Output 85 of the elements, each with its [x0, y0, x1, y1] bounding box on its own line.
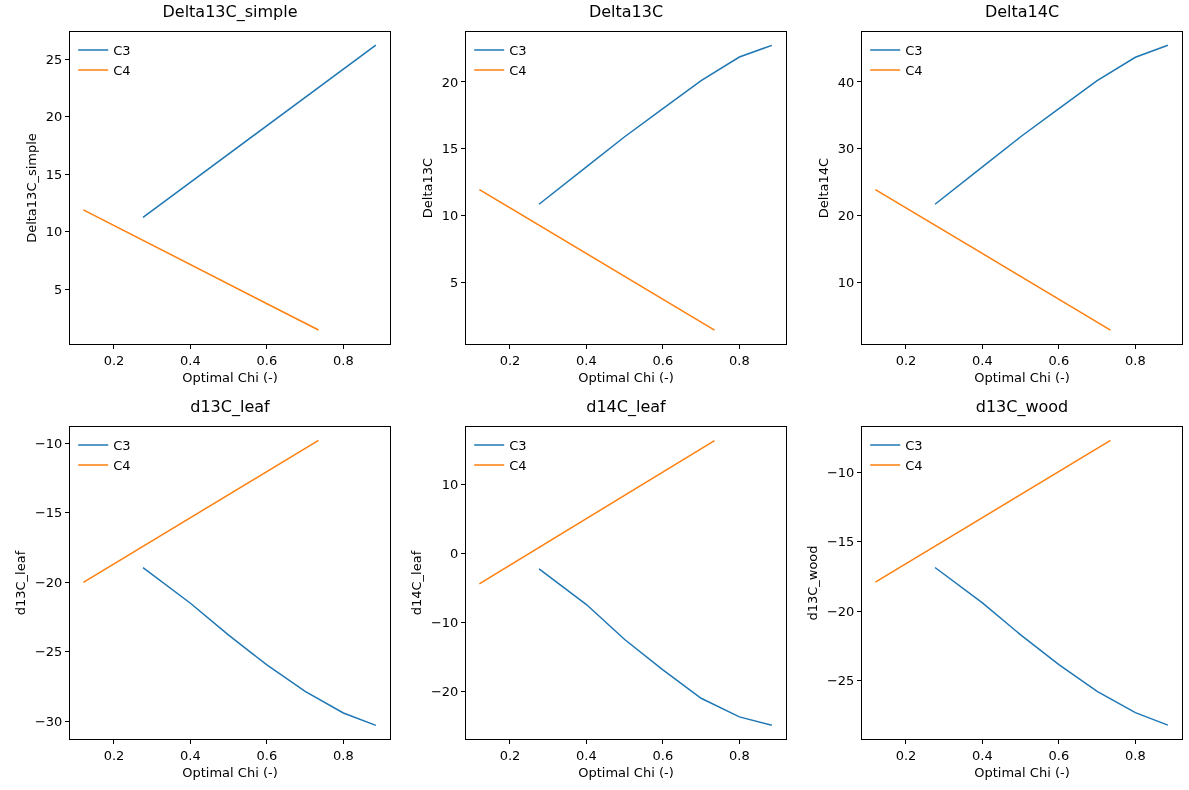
y-tick-label: 10 — [837, 274, 855, 290]
y-axis-title: d13C_leaf — [12, 550, 28, 616]
x-tick-label: 0.4 — [576, 352, 597, 368]
chart-title: Delta14C — [984, 2, 1060, 22]
y-tick-label: −10 — [430, 614, 459, 630]
y-tick-label: 40 — [837, 74, 855, 90]
x-tick-label: 0.4 — [972, 352, 993, 368]
x-tick-label: 0.4 — [972, 747, 993, 763]
y-axis-title: d14C_leaf — [408, 550, 424, 616]
y-axis-title: Delta13C — [419, 157, 435, 219]
y-tick-label: 20 — [837, 208, 855, 224]
chart-title: d14C_leaf — [586, 397, 667, 418]
x-tick-label: 0.8 — [333, 352, 354, 368]
legend-label: C3 — [509, 438, 527, 454]
x-tick-label: 0.2 — [103, 352, 125, 368]
x-tick-label: 0.6 — [652, 352, 674, 368]
x-tick-label: 0.8 — [1125, 352, 1146, 368]
y-tick-label: −20 — [826, 603, 855, 619]
x-tick-label: 0.4 — [180, 747, 201, 763]
x-tick-label: 0.2 — [103, 747, 125, 763]
legend-label: C3 — [509, 43, 527, 59]
y-axis-title: Delta13C_simple — [23, 133, 39, 243]
y-tick-label: 10 — [441, 476, 459, 492]
y-tick-label: −25 — [34, 644, 63, 660]
line-series — [538, 44, 773, 205]
legend-label: C4 — [905, 63, 923, 79]
legend-label: C3 — [113, 43, 131, 59]
x-tick-label: 0.8 — [1125, 747, 1146, 763]
legend-label: C4 — [509, 63, 527, 79]
x-axis-title: Optimal Chi (-) — [182, 765, 278, 781]
y-tick-label: −20 — [34, 574, 63, 590]
legend-label: C4 — [113, 458, 131, 474]
y-tick-label: 20 — [441, 74, 459, 90]
y-tick-label: 5 — [54, 281, 63, 297]
x-axis-title: Optimal Chi (-) — [578, 765, 674, 781]
y-tick-label: 15 — [45, 166, 63, 182]
x-tick-label: 0.2 — [499, 352, 521, 368]
y-tick-label: 5 — [450, 274, 459, 290]
x-tick-label: 0.2 — [895, 747, 917, 763]
y-axis-title: d13C_wood — [804, 545, 820, 621]
x-tick-label: 0.6 — [652, 747, 674, 763]
x-tick-label: 0.2 — [499, 747, 521, 763]
y-tick-label: −10 — [34, 435, 63, 451]
x-tick-label: 0.8 — [729, 352, 750, 368]
x-tick-label: 0.4 — [180, 352, 201, 368]
y-tick-label: −30 — [34, 713, 63, 729]
x-axis-title: Optimal Chi (-) — [974, 765, 1070, 781]
x-tick-label: 0.6 — [256, 747, 278, 763]
x-tick-label: 0.6 — [256, 352, 278, 368]
chart-title: d13C_leaf — [190, 397, 271, 418]
y-tick-label: 0 — [450, 545, 459, 561]
line-series — [142, 566, 377, 727]
y-tick-label: −10 — [826, 464, 855, 480]
x-tick-label: 0.6 — [1048, 747, 1070, 763]
y-tick-label: −15 — [34, 505, 63, 521]
legend-label: C4 — [905, 458, 923, 474]
legend-label: C4 — [509, 458, 527, 474]
y-tick-label: −20 — [430, 683, 459, 699]
y-axis-title: Delta14C — [815, 157, 831, 219]
y-tick-label: 10 — [45, 224, 63, 240]
chart-title: d13C_wood — [975, 397, 1069, 418]
x-tick-label: 0.8 — [333, 747, 354, 763]
x-tick-label: 0.8 — [729, 747, 750, 763]
line-series — [934, 566, 1169, 726]
y-tick-label: 20 — [45, 109, 63, 125]
x-axis-title: Optimal Chi (-) — [578, 370, 674, 386]
x-tick-label: 0.6 — [1048, 352, 1070, 368]
x-tick-label: 0.4 — [576, 747, 597, 763]
y-tick-label: 30 — [837, 141, 855, 157]
line-series — [538, 568, 773, 726]
chart-title: Delta13C — [588, 2, 664, 22]
legend-label: C3 — [113, 438, 131, 454]
x-axis-title: Optimal Chi (-) — [974, 370, 1070, 386]
line-series — [934, 44, 1169, 205]
x-tick-label: 0.2 — [895, 352, 917, 368]
legend-label: C3 — [905, 43, 923, 59]
y-tick-label: −15 — [826, 534, 855, 550]
chart-title: Delta13C_simple — [162, 2, 298, 23]
y-tick-label: −25 — [826, 673, 855, 689]
y-tick-label: 10 — [441, 208, 459, 224]
y-tick-label: 25 — [45, 52, 63, 68]
x-axis-title: Optimal Chi (-) — [182, 370, 278, 386]
y-tick-label: 15 — [441, 141, 459, 157]
legend-label: C3 — [905, 438, 923, 454]
legend-label: C4 — [113, 63, 131, 79]
